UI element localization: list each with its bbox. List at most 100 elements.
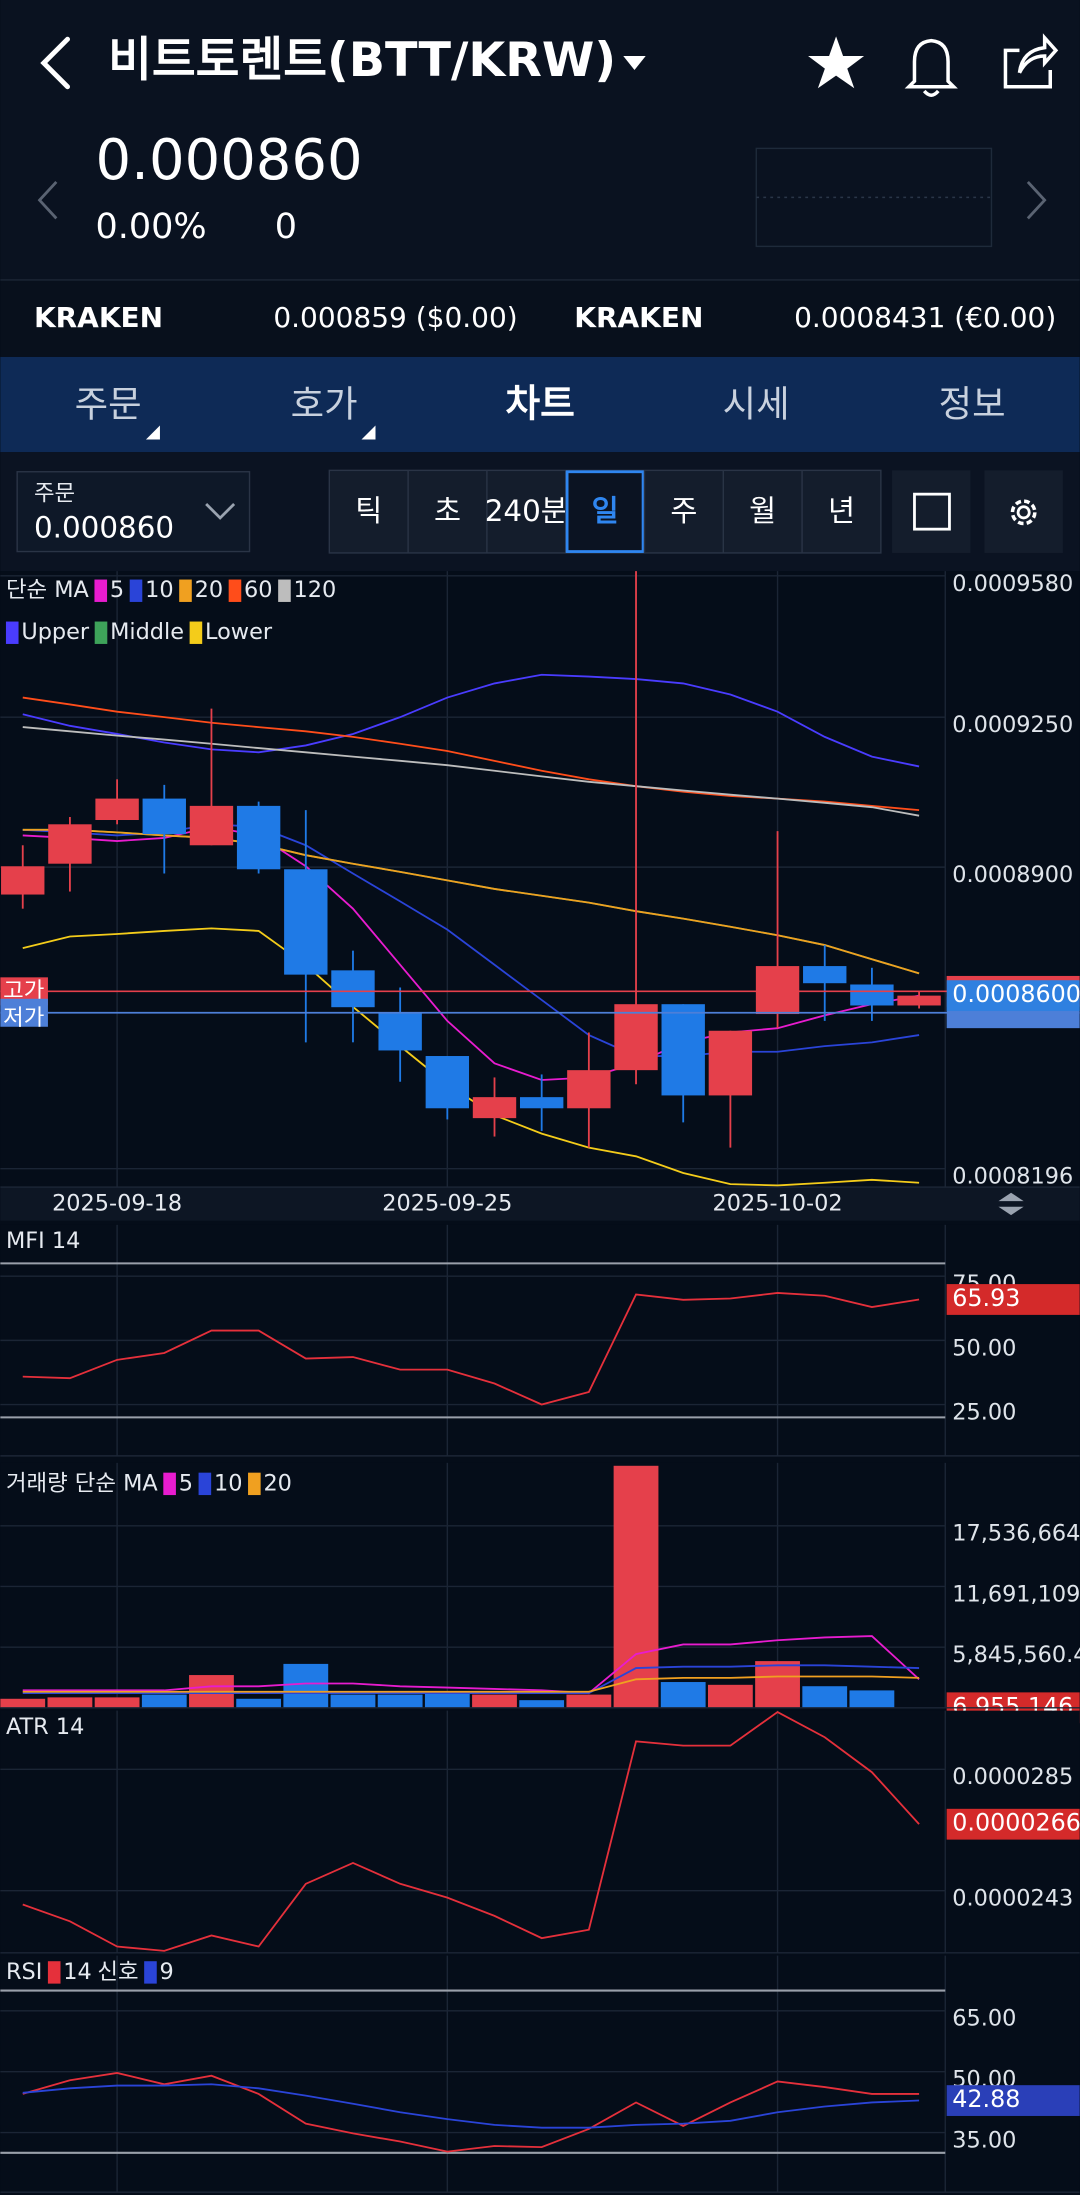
draw-icon (913, 492, 951, 531)
pane-bg (0, 1710, 1080, 1953)
candle-body (803, 966, 847, 984)
volume-bar (94, 1697, 140, 1708)
resize-up[interactable] (998, 1192, 1024, 1202)
resize-down[interactable] (998, 1206, 1024, 1216)
x-tick-label: 2025-09-18 (52, 1190, 182, 1216)
indicator-line (22, 2083, 920, 2129)
tab[interactable]: 차트 (505, 381, 575, 425)
y-tick-label: 5,845,560.493 (952, 1642, 1080, 1668)
candle-body (567, 1070, 611, 1109)
charts: 0.00095800.00092500.00089000.0008196고가저가… (0, 571, 1080, 2193)
legend-label: 5 (179, 1470, 193, 1496)
candle-body (189, 805, 234, 846)
order-value: 0.000860 (34, 511, 174, 545)
y-tick-label: 65.00 (952, 2006, 1016, 2032)
volume-bar (47, 1697, 93, 1708)
legend-swatch (228, 579, 242, 602)
legend-swatch (144, 1961, 157, 1984)
volume-bar (849, 1690, 895, 1708)
candle-body (897, 995, 941, 1006)
candle-body (284, 869, 328, 975)
candle-body (142, 798, 186, 835)
indicator-line (22, 1292, 920, 1406)
last-value-tag (946, 1808, 1080, 1840)
volume-bar (519, 1700, 565, 1708)
period-button[interactable]: 일 (592, 494, 619, 528)
y-tick-label: 0.0008196 (952, 1164, 1073, 1190)
volume-bar (566, 1694, 612, 1708)
legend-swatch (163, 1472, 176, 1496)
date-strip (0, 1187, 1080, 1221)
candle-body (378, 1012, 422, 1051)
candle-body (850, 984, 894, 1006)
title-dropdown[interactable] (623, 55, 646, 70)
y-tick-label: 0.0000243 (952, 1886, 1073, 1912)
legend-label: 10 (145, 577, 173, 603)
period-button[interactable]: 년 (828, 494, 855, 528)
legend-swatch (94, 621, 108, 644)
tab[interactable]: 주문 (75, 382, 142, 425)
volume-ma-line (22, 1664, 920, 1695)
period-button[interactable]: 틱 (355, 494, 382, 528)
last-value-tag (946, 980, 1080, 1012)
pane-bg (0, 571, 1080, 1188)
header-bg (0, 0, 1080, 280)
legend-label: 신호 (97, 1959, 138, 1985)
next-button[interactable] (1026, 181, 1047, 220)
tab[interactable]: 호가 (291, 382, 358, 425)
prev-button[interactable] (37, 181, 58, 220)
settings-button[interactable] (984, 470, 1063, 553)
settings-icon-core (1016, 505, 1031, 520)
order-dropdown[interactable] (205, 502, 236, 520)
last-value-tag (946, 2085, 1080, 2116)
volume-bar (613, 1465, 659, 1708)
draw-button[interactable] (892, 470, 971, 553)
legend-label: 14 (63, 1959, 91, 1985)
volume-bar (802, 1686, 848, 1708)
favorite-icon[interactable] (808, 36, 865, 89)
candle-body (48, 824, 92, 864)
tab[interactable]: 정보 (939, 382, 1006, 425)
legend-swatch (94, 579, 108, 602)
legend-label: RSI (6, 1959, 42, 1985)
last-value-label: 42.88 (952, 2085, 1020, 2113)
price-line-tag (0, 998, 48, 1027)
last-value-label: 65.93 (952, 1284, 1020, 1312)
y-tick-label: 25.00 (952, 1399, 1016, 1425)
legend-label: 9 (160, 1959, 174, 1985)
candle-body (661, 1004, 705, 1096)
volume-bar (707, 1684, 753, 1708)
order-label: 주문 (34, 481, 75, 507)
period-button[interactable]: 초 (434, 494, 461, 528)
legend-label: 60 (244, 577, 272, 603)
volume-bar (283, 1663, 329, 1708)
candle-body (331, 970, 375, 1008)
alert-icon[interactable] (904, 38, 958, 97)
candle-body (755, 966, 800, 1015)
volume-bar (236, 1698, 282, 1708)
back-button[interactable] (40, 36, 70, 90)
legend-swatch (248, 1472, 261, 1496)
period-button[interactable]: 240분 (485, 494, 568, 528)
exchange-price: 0.0008431 (€0.00) (794, 301, 1056, 334)
volume-bar (141, 1694, 187, 1708)
legend-label: 5 (110, 577, 124, 603)
volume-bar (660, 1682, 706, 1708)
current-price: 0.000860 (96, 128, 363, 193)
y-tick-label: 11,691,109.836 (952, 1581, 1080, 1607)
indicator-line (22, 1710, 920, 1952)
period-button[interactable]: 월 (749, 494, 776, 528)
period-button[interactable]: 주 (670, 494, 697, 528)
tab[interactable]: 시세 (723, 382, 790, 425)
legend-label: Lower (205, 619, 273, 645)
order-box[interactable] (16, 471, 251, 553)
ma-line (22, 726, 920, 817)
candle-body (425, 1056, 470, 1109)
exchange-bar (0, 279, 1080, 357)
price-line-label: 저가 (3, 1005, 44, 1031)
change-amount: 0 (275, 207, 297, 247)
tab-bar (0, 356, 1080, 453)
change-percent: 0.00% (96, 207, 207, 247)
share-icon[interactable] (1003, 33, 1059, 89)
